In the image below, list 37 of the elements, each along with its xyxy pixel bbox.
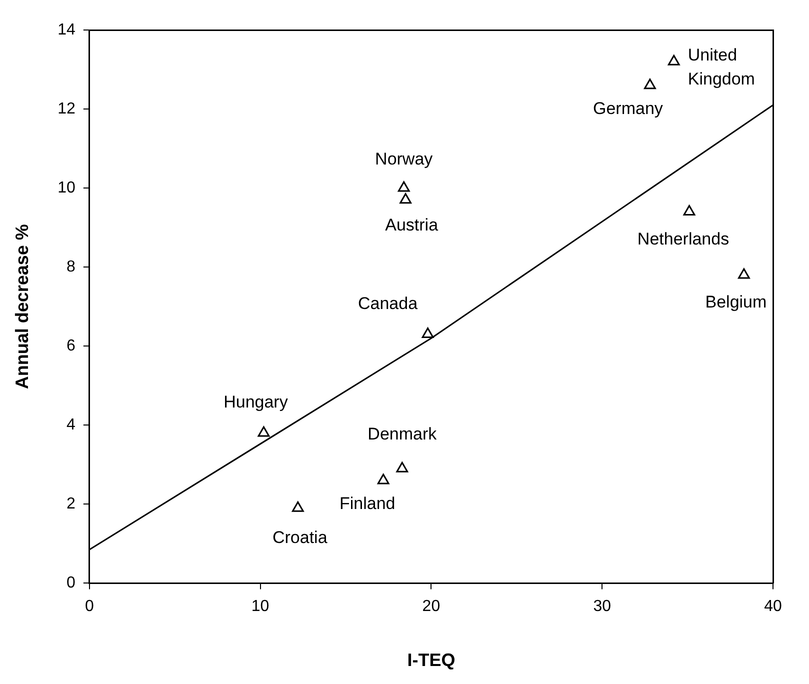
annotation: Finland [339, 494, 396, 514]
x-tick-label: 30 [593, 598, 612, 616]
point [396, 462, 408, 472]
y-tick-label: 14 [58, 21, 76, 38]
y-tick-label: 8 [66, 258, 76, 276]
annotation: Denmark [368, 424, 438, 444]
annotation: United Kingdom [688, 45, 755, 88]
y-tick-label: 4 [66, 416, 76, 434]
annotation: Germany [592, 99, 664, 118]
point [377, 474, 390, 484]
annotation: Netherlands [637, 229, 730, 248]
point [422, 328, 434, 338]
annotation: Austria [385, 216, 439, 235]
y-axis-title: Annual decrease % [12, 224, 32, 390]
x-tick-label: 40 [764, 598, 782, 616]
x-axis-title: I-TEQ [407, 650, 456, 670]
point [668, 54, 680, 66]
point [258, 426, 270, 437]
y-tick-label: 12 [58, 100, 76, 118]
annotation: Croatia [272, 528, 328, 547]
point [683, 205, 696, 216]
y-tick-label: 2 [66, 496, 76, 513]
point [738, 268, 750, 279]
point [644, 78, 656, 90]
y-tick-label: 0 [66, 574, 76, 592]
point [398, 181, 410, 192]
point [292, 501, 304, 512]
y-tick-label: 6 [66, 338, 76, 355]
y-tick-label: 10 [58, 179, 76, 196]
point [400, 193, 412, 204]
annotation: Belgium [705, 292, 767, 312]
annotation: Hungary [224, 392, 288, 412]
x-tick-label: 0 [84, 598, 94, 616]
annotation: Norway [375, 150, 434, 169]
x-tick-label: 20 [422, 598, 440, 616]
x-tick-label: 10 [251, 598, 270, 616]
annotation: Canada [358, 294, 418, 313]
